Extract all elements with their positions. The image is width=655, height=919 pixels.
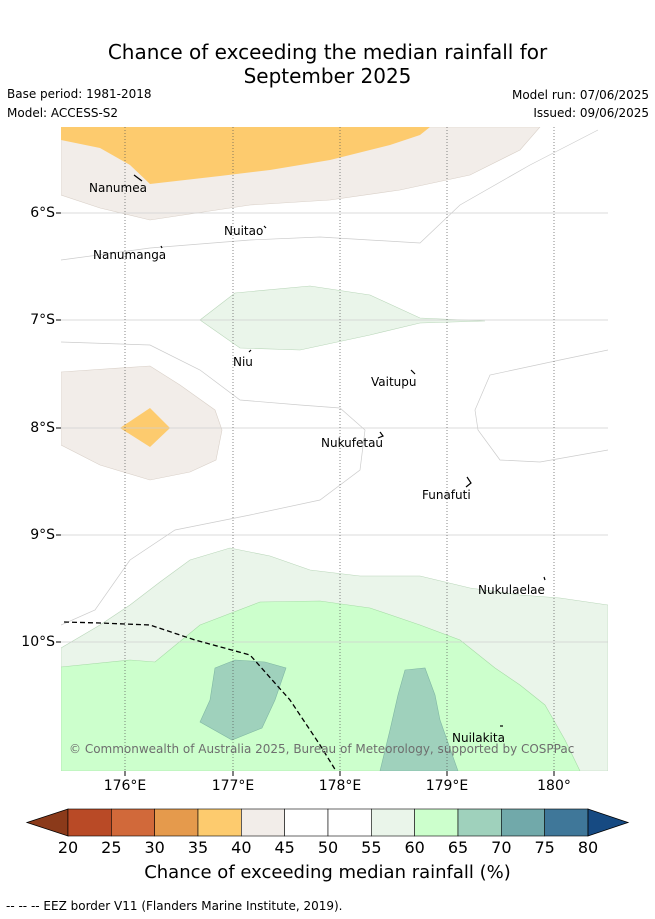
colorbar-segment xyxy=(284,808,329,837)
colorbar-tick-label: 60 xyxy=(404,838,425,857)
colorbar-arrow-low xyxy=(25,808,69,837)
colorbar-segment xyxy=(197,808,242,837)
x-tick-176e: 176°E xyxy=(103,778,147,794)
place-label-nanumanga: Nanumanga xyxy=(93,248,167,262)
y-tick-9s: 9°S xyxy=(30,527,55,543)
place-label-nuilakita: Nuilakita xyxy=(452,731,505,745)
copyright-notice: © Commonwealth of Australia 2025, Bureau… xyxy=(69,742,575,756)
gridlines xyxy=(61,127,608,771)
island-nukulaelae-icon xyxy=(543,576,546,581)
contour-50-line-a xyxy=(61,129,599,261)
y-tick-10s: 10°S xyxy=(21,634,55,650)
model-name: Model: ACCESS-S2 xyxy=(7,106,119,120)
colorbar-segment xyxy=(501,808,545,837)
eez-border-line xyxy=(63,621,337,772)
island-nanumanga-icon xyxy=(160,245,163,249)
contour-50-line-b xyxy=(61,341,366,626)
colorbar-tick-label: 45 xyxy=(274,838,295,857)
y-tick-8s: 8°S xyxy=(30,420,55,436)
rainfall-contours xyxy=(61,127,608,771)
contour-35-40-north xyxy=(61,127,430,184)
colorbar-segment xyxy=(371,808,415,837)
title-line-2: September 2025 xyxy=(243,64,412,88)
contour-60-65-south xyxy=(61,600,581,771)
colorbar-segment xyxy=(154,808,199,837)
colorbar-segment xyxy=(414,808,459,837)
x-tick-178e: 178°E xyxy=(318,778,362,794)
title-line-1: Chance of exceeding the median rainfall … xyxy=(107,40,548,64)
place-label-niu: Niu xyxy=(233,355,253,369)
colorbar-segment xyxy=(241,808,285,837)
island-nukufetau-icon xyxy=(377,431,384,439)
colorbar-segment xyxy=(67,808,112,837)
colorbar-label: Chance of exceeding median rainfall (%) xyxy=(144,862,511,883)
colorbar-arrow-high xyxy=(587,808,630,837)
y-tick-6s: 6°S xyxy=(30,205,55,221)
colorbar-tick-label: 80 xyxy=(577,838,599,857)
coastline-icon xyxy=(133,174,546,727)
colorbar-tick-label: 40 xyxy=(231,838,252,857)
colorbar-tick-label: 65 xyxy=(447,838,469,857)
colorbar-tick-label: 55 xyxy=(361,838,382,857)
contour-50-line-c xyxy=(474,349,608,463)
base-period: Base period: 1981-2018 xyxy=(7,87,152,101)
place-label-vaitupu: Vaitupu xyxy=(371,375,417,389)
colorbar-tick-label: 20 xyxy=(57,838,79,857)
y-tick-7s: 7°S xyxy=(30,312,55,328)
colorbar-tick-label: 50 xyxy=(317,838,339,857)
island-niu-icon xyxy=(248,349,252,353)
place-label-nukufetau: Nukufetau xyxy=(321,436,384,450)
place-label-nanumea: Nanumea xyxy=(89,181,147,195)
colorbar xyxy=(25,808,630,837)
colorbar-tick-label: 35 xyxy=(187,838,209,857)
colorbar-segment xyxy=(544,808,589,837)
island-nanumea-icon xyxy=(133,174,143,182)
island-funafuti-icon xyxy=(465,476,472,488)
x-tick-180: 180° xyxy=(537,778,571,794)
issued-date: Issued: 09/06/2025 xyxy=(533,106,649,120)
x-tick-179e: 179°E xyxy=(425,778,469,794)
contour-65-70-east xyxy=(379,667,459,771)
eez-legend-note: -- -- -- EEZ border V11 (Flanders Marine… xyxy=(6,899,343,913)
map-title: Chance of exceeding the median rainfall … xyxy=(0,40,655,88)
colorbar-tick-label: 30 xyxy=(144,838,165,857)
island-vaitupu-icon xyxy=(410,369,416,375)
island-nuitao-icon xyxy=(263,225,267,229)
place-label-funafuti: Funafuti xyxy=(422,488,471,502)
colorbar-segment xyxy=(457,808,502,837)
contour-55-60-central xyxy=(199,285,486,351)
colorbar-tick-label: 70 xyxy=(491,838,512,857)
colorbar-tick-label: 25 xyxy=(101,838,122,857)
colorbar-segment xyxy=(327,808,372,837)
axis-ticks xyxy=(56,212,555,776)
model-run: Model run: 07/06/2025 xyxy=(511,88,649,102)
colorbar-segment xyxy=(111,808,155,837)
contour-35-40-west xyxy=(120,408,170,447)
place-label-nuitao: Nuitao xyxy=(224,224,264,238)
contour-65-70-west xyxy=(199,659,287,741)
x-tick-177e: 177°E xyxy=(211,778,255,794)
place-label-nukulaelae: Nukulaelae xyxy=(478,583,545,597)
colorbar-tick-label: 75 xyxy=(534,838,555,857)
